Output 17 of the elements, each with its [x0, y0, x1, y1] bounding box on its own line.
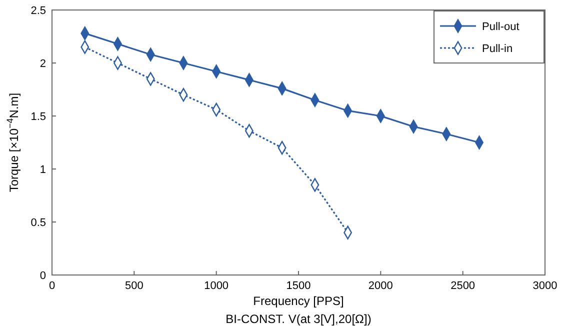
- x-tick-label: 2500: [450, 280, 476, 292]
- x-tick-label: 1000: [204, 280, 229, 292]
- x-axis-title: Frequency [PPS]: [253, 294, 344, 308]
- x-tick-label: 500: [124, 280, 144, 292]
- x-tick-label: 2000: [368, 280, 393, 292]
- x-tick-label: 3000: [532, 280, 558, 292]
- y-tick-label: 2: [40, 58, 46, 70]
- x-tick-label: 0: [48, 280, 56, 292]
- y-tick-label: 1: [40, 164, 46, 176]
- y-tick-label: 1.5: [30, 111, 46, 123]
- legend-label: Pull-in: [482, 43, 513, 55]
- y-tick-label: 0: [40, 270, 46, 282]
- y-tick-label: 2.5: [30, 5, 46, 17]
- y-tick-label: 0.5: [30, 217, 46, 229]
- text: BI-CONST. V(at 3[V],20[Ω]): [226, 312, 372, 326]
- x-tick-label: 1500: [286, 280, 311, 292]
- legend-label: Pull-out: [482, 21, 520, 33]
